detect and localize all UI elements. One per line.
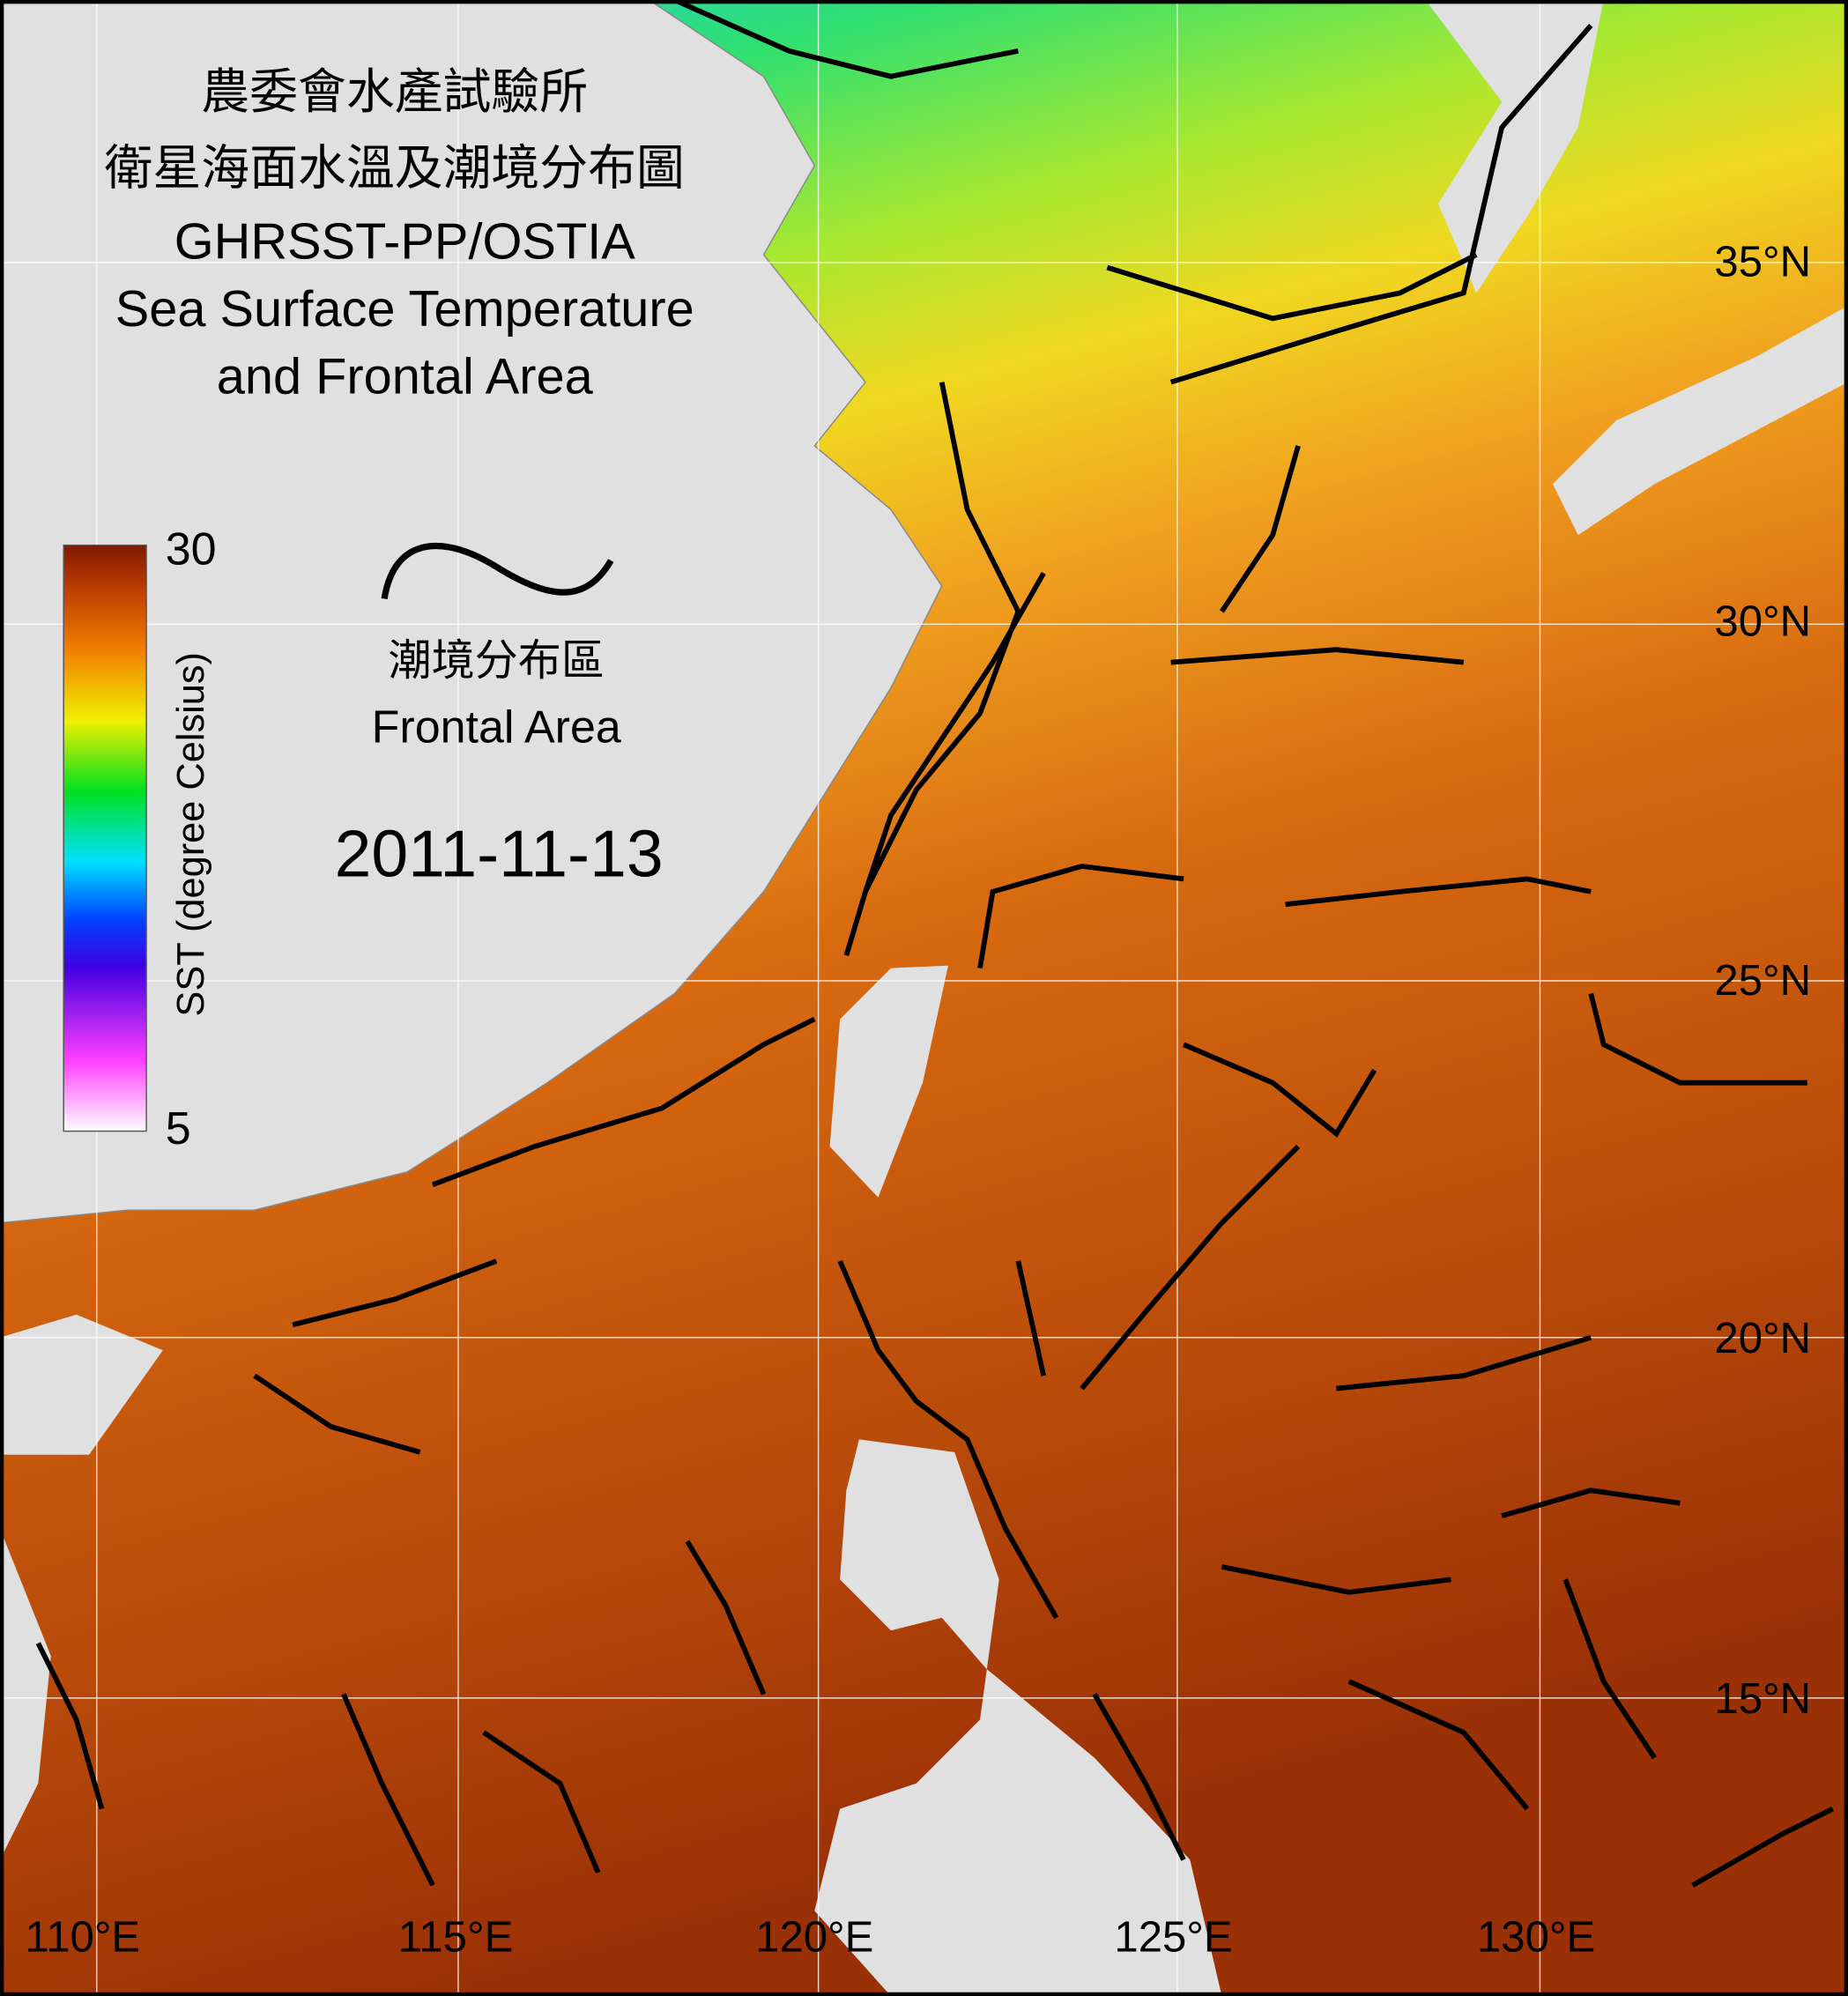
- front: [253, 1373, 421, 1455]
- latitude-labels: 35°N 30°N 25°N 20°N 15°N: [1714, 239, 1811, 1724]
- title-line: 農委會水產試驗所: [201, 63, 588, 120]
- date-label: 2011-11-13: [335, 816, 664, 890]
- front: [1015, 1260, 1047, 1376]
- title-line: Sea Surface Temperature: [115, 281, 694, 338]
- front: [863, 572, 1046, 893]
- legend-label-zh: 潮境分布區: [389, 634, 605, 686]
- land-hainan: [0, 1314, 163, 1455]
- front: [1562, 1578, 1657, 1760]
- lat-label: 20°N: [1714, 1315, 1811, 1362]
- land-mainland: [0, 0, 943, 1224]
- legend-symbol: [381, 542, 614, 599]
- front: [1501, 1488, 1681, 1518]
- lon-label: 120°E: [755, 1913, 873, 1961]
- frontal-lines: [35, 0, 1834, 1888]
- legend-label-en: Frontal Area: [372, 702, 621, 753]
- colorbar-min-label: 5: [166, 1103, 191, 1154]
- land-korea: [1425, 0, 1604, 293]
- title-line: 衛星海面水溫及潮境分布圖: [104, 140, 684, 197]
- lon-label: 110°E: [26, 1913, 141, 1961]
- front: [341, 1693, 435, 1887]
- lon-label: 130°E: [1477, 1913, 1595, 1961]
- front: [292, 1258, 498, 1328]
- lon-label: 115°E: [398, 1913, 514, 1961]
- front: [673, 0, 1019, 79]
- front: [35, 1642, 105, 1810]
- front: [432, 1016, 816, 1188]
- lat-label: 15°N: [1714, 1675, 1811, 1723]
- front: [685, 1540, 767, 1695]
- front: [837, 1259, 1059, 1620]
- lon-label: 125°E: [1114, 1913, 1232, 1961]
- front: [1336, 1335, 1592, 1391]
- title-line: GHRSST-PP/OSTIA: [174, 213, 636, 270]
- land-philippines: [814, 1439, 1222, 1996]
- front: [1169, 24, 1593, 385]
- title-line: and Frontal Area: [217, 349, 594, 405]
- front: [1691, 1807, 1834, 1888]
- land-japan: [1552, 305, 1848, 536]
- colorbar: [63, 544, 147, 1132]
- front: [1347, 1679, 1530, 1811]
- front: [1221, 1564, 1451, 1595]
- land-indochina: [0, 1528, 51, 1860]
- front: [977, 863, 1184, 969]
- lat-label: 35°N: [1714, 239, 1811, 286]
- lat-label: 25°N: [1714, 957, 1811, 1005]
- front: [1170, 647, 1465, 665]
- front: [1182, 1042, 1377, 1138]
- front: [1106, 252, 1478, 322]
- front: [482, 1730, 601, 1874]
- lat-label: 30°N: [1714, 597, 1811, 645]
- longitude-labels: 110°E 115°E 120°E 125°E 130°E: [26, 1913, 1596, 1961]
- front: [1588, 992, 1807, 1086]
- front: [1220, 445, 1301, 613]
- colorbar-max-label: 30: [166, 523, 217, 575]
- front: [1092, 1693, 1186, 1861]
- front: [1285, 876, 1592, 908]
- land-taiwan: [829, 965, 948, 1198]
- colorbar-label: SST (degree Celsius): [170, 652, 212, 1017]
- title-block: 農委會水產試驗所 衛星海面水溫及潮境分布圖 GHRSST-PP/OSTIA Se…: [104, 63, 694, 405]
- front: [1080, 1144, 1301, 1391]
